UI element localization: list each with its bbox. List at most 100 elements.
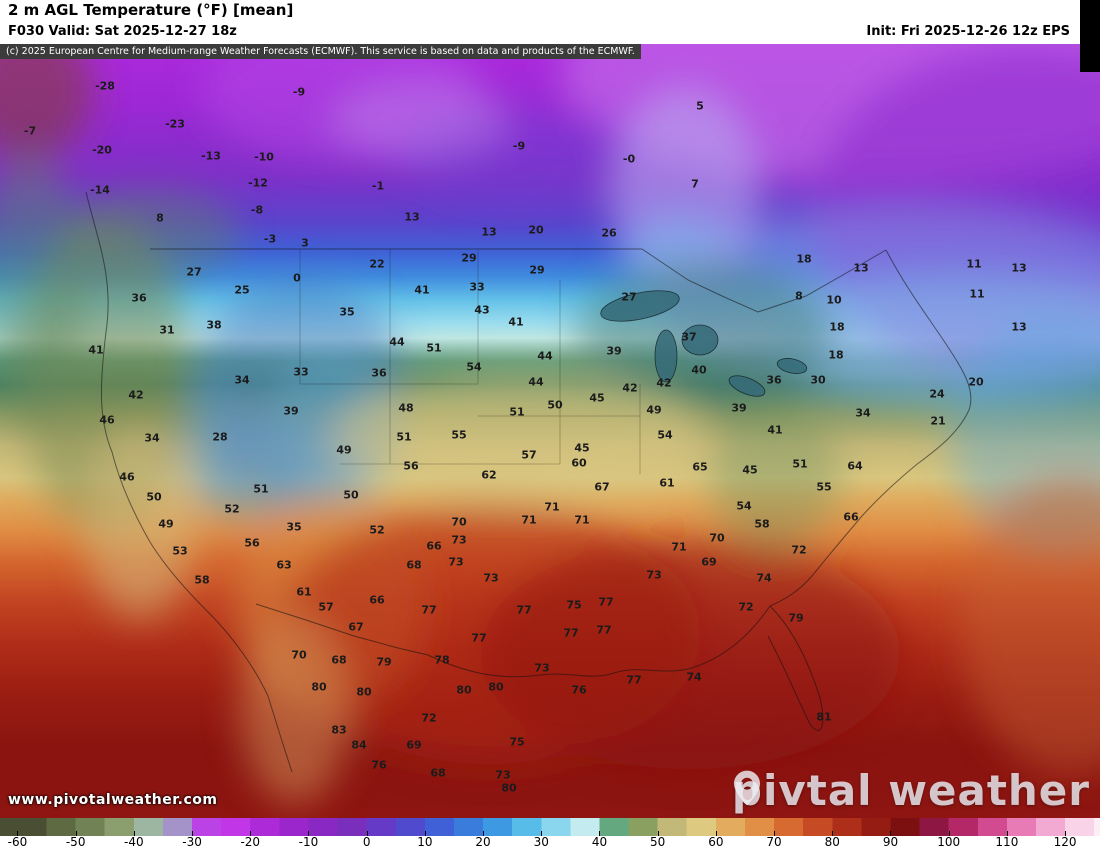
station-temp: 64: [847, 459, 863, 473]
colorbar-tick-label: 100: [937, 835, 961, 849]
station-temp: 31: [159, 323, 175, 337]
station-temp: 50: [343, 488, 359, 502]
station-temp: 46: [99, 413, 115, 427]
colorbar-tick-label: 20: [475, 835, 491, 849]
station-temp: 35: [339, 305, 355, 319]
station-temp: 56: [244, 536, 260, 550]
station-temp: 56: [403, 459, 419, 473]
station-temp: 30: [810, 373, 826, 387]
station-temp: 77: [563, 626, 579, 640]
station-temp: 73: [646, 568, 662, 582]
station-temp: 72: [791, 543, 807, 557]
station-temp: -1: [371, 179, 385, 193]
station-temp: 71: [521, 513, 537, 527]
station-temp: 60: [571, 456, 587, 470]
colorbar-tick-label: 110: [995, 835, 1019, 849]
watermark-link[interactable]: www.pivotalweather.com: [8, 792, 218, 808]
station-temp: 75: [509, 735, 525, 749]
station-temp: 77: [626, 673, 642, 687]
station-temp: 53: [172, 544, 188, 558]
station-temp: 40: [691, 363, 707, 377]
colorbar-tick-label: 70: [766, 835, 782, 849]
station-temp: 18: [796, 252, 812, 266]
station-temp: 41: [767, 423, 783, 437]
station-temp: 54: [736, 499, 752, 513]
station-temp: 68: [430, 766, 446, 780]
colorbar-labels: -60 -50 -40 -30 -20 -10 0 10 20 30 40 50 60 70 80 90 100…: [0, 836, 1100, 850]
station-temp: 22: [369, 257, 385, 271]
colorbar-tick-label: 80: [824, 835, 840, 849]
station-temp: 73: [495, 768, 511, 782]
station-temp: 55: [816, 480, 832, 494]
station-temp: 73: [451, 533, 467, 547]
station-temp: 42: [128, 388, 144, 402]
colorbar-tick-label: 30: [533, 835, 549, 849]
pivotal-weather-logo: piv tal weather: [732, 770, 1090, 812]
station-temp: 80: [456, 683, 472, 697]
station-temp: 50: [547, 398, 563, 412]
colorbar-tick-label: -50: [65, 835, 86, 849]
station-temp: 28: [212, 430, 228, 444]
station-temp: 5: [696, 99, 704, 113]
station-temp: 73: [448, 555, 464, 569]
station-temp: -13: [201, 149, 221, 163]
station-temp: 46: [119, 470, 135, 484]
temperature-map: (c) 2025 European Centre for Medium-rang…: [0, 44, 1100, 818]
colorbar-tick-label: 50: [650, 835, 666, 849]
station-temp: 69: [701, 555, 717, 569]
forecast-valid-label: F030 Valid: Sat 2025-12-27 18z: [8, 24, 237, 39]
station-temp: 67: [348, 620, 364, 634]
station-temp: 20: [968, 375, 984, 389]
colorbar-tick-label: 10: [417, 835, 433, 849]
station-temp: 11: [969, 287, 985, 301]
colorbar-tick: [774, 831, 776, 836]
station-temp: 39: [283, 404, 299, 418]
station-temp: 45: [589, 391, 605, 405]
station-temp: 36: [131, 291, 147, 305]
station-temp: 41: [508, 315, 524, 329]
station-temp: 49: [646, 403, 662, 417]
station-temp: 39: [731, 401, 747, 415]
station-temp: 49: [336, 443, 352, 457]
station-temp: 77: [471, 631, 487, 645]
station-temp: 78: [434, 653, 450, 667]
station-temp: 18: [828, 348, 844, 362]
station-temp: 71: [574, 513, 590, 527]
station-temp: 29: [529, 263, 545, 277]
station-temp: 25: [234, 283, 250, 297]
colorbar-tick: [133, 831, 135, 836]
station-temp: 77: [596, 623, 612, 637]
station-temp: 65: [692, 460, 708, 474]
station-temp: 13: [1011, 320, 1027, 334]
station-temp: 41: [88, 343, 104, 357]
colorbar-tick-label: 90: [882, 835, 899, 849]
station-temp: 51: [509, 405, 525, 419]
colorbar-tick: [832, 831, 834, 836]
coastlines: [85, 191, 972, 773]
station-temp: 49: [158, 517, 174, 531]
map-pin-icon: [733, 770, 760, 806]
station-temp: 66: [843, 510, 859, 524]
station-temp: 20: [528, 223, 544, 237]
station-temp: 55: [451, 428, 467, 442]
station-temp: -8: [250, 203, 264, 217]
colorbar-tick-label: -40: [124, 835, 144, 849]
station-temp: 69: [406, 738, 422, 752]
colorbar-tick: [1006, 831, 1008, 836]
station-temp: 39: [606, 344, 622, 358]
station-temp: 3: [301, 236, 309, 250]
station-temp: 37: [681, 330, 697, 344]
station-temp: 41: [414, 283, 430, 297]
station-temp: 57: [318, 600, 334, 614]
station-temp: -23: [165, 117, 185, 131]
station-temp: -3: [263, 232, 277, 246]
station-temp: 70: [451, 515, 467, 529]
station-temp: -12: [248, 176, 268, 190]
station-temp: 33: [293, 365, 309, 379]
station-temp: 77: [598, 595, 614, 609]
colorbar-gradient: [0, 818, 1100, 836]
station-temp: 45: [574, 441, 590, 455]
station-temp: 35: [286, 520, 302, 534]
station-temp: 48: [398, 401, 414, 415]
